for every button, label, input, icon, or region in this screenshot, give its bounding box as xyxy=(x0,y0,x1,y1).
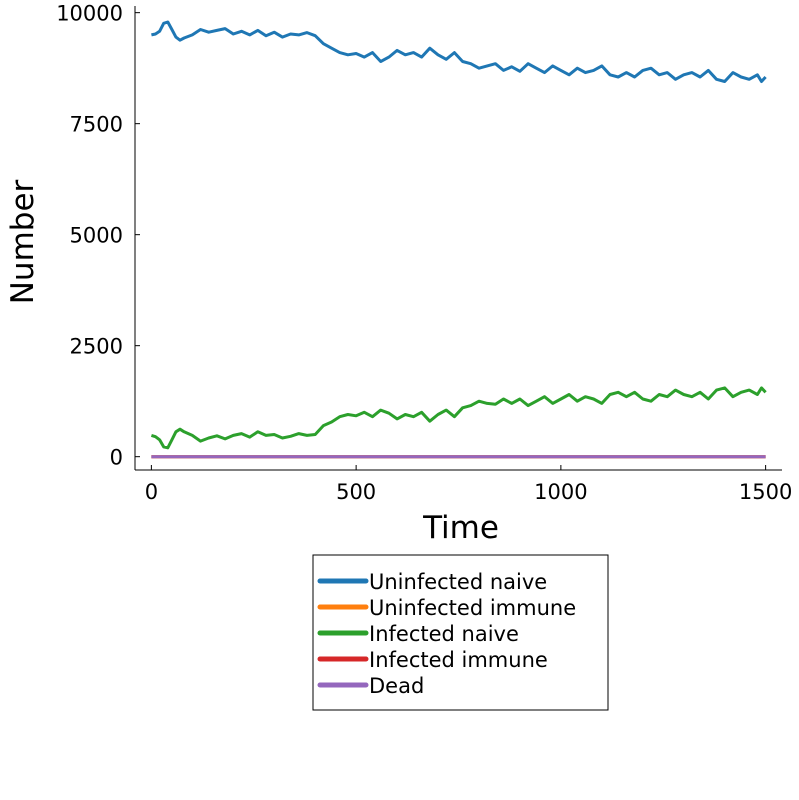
ticks: 0 500 1000 1500 0 2500 5000 7500 10000 xyxy=(56,2,792,504)
series-lines xyxy=(150,20,767,459)
x-tick-label: 0 xyxy=(145,480,158,504)
y-tick-label: 7500 xyxy=(70,113,123,137)
x-axis-label: Time xyxy=(422,510,499,546)
y-axis-label: Number xyxy=(5,179,41,304)
y-tick-label: 5000 xyxy=(70,224,123,248)
legend-label: Uninfected immune xyxy=(369,596,576,620)
legend-label: Uninfected naive xyxy=(369,570,547,594)
y-tick-label: 2500 xyxy=(70,335,123,359)
axes xyxy=(134,6,782,471)
y-tick-label: 0 xyxy=(110,446,123,470)
series-line-infected-naive xyxy=(150,386,767,450)
legend-label: Dead xyxy=(369,674,424,698)
series-line-uninfected-naive xyxy=(151,20,767,83)
x-tick-label: 1000 xyxy=(534,480,587,504)
y-tick-label: 10000 xyxy=(56,2,123,26)
legend-label: Infected naive xyxy=(369,622,519,646)
x-tick-label: 500 xyxy=(336,480,376,504)
legend-label: Infected immune xyxy=(369,648,548,672)
x-tick-label: 1500 xyxy=(739,480,792,504)
